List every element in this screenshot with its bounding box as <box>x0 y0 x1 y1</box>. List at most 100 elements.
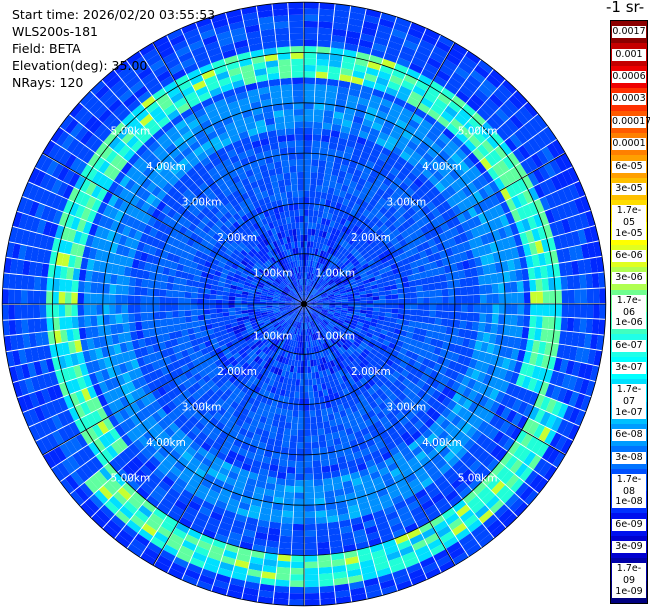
range-gate <box>304 536 317 544</box>
range-gate <box>96 315 104 326</box>
range-gate <box>178 316 186 324</box>
range-gate <box>304 209 309 216</box>
range-gate <box>320 192 328 200</box>
range-gate <box>330 174 338 183</box>
range-gate <box>331 256 338 264</box>
range-gate <box>319 263 324 271</box>
range-gate <box>511 412 523 426</box>
range-gate <box>313 291 319 297</box>
range-gate <box>311 159 319 167</box>
range-gate <box>350 281 357 286</box>
range-gate <box>287 460 296 468</box>
range-gate <box>373 270 381 277</box>
range-gate <box>417 124 430 136</box>
range-gate <box>486 458 500 472</box>
range-gate <box>304 348 307 355</box>
range-gate <box>450 335 458 345</box>
range-gate <box>399 151 411 162</box>
range-gate <box>311 260 316 268</box>
range-gate <box>454 287 461 296</box>
range-gate <box>397 313 405 320</box>
range-gate <box>401 342 410 350</box>
range-gate <box>384 388 393 398</box>
range-gate <box>324 427 332 435</box>
range-gate <box>409 315 417 322</box>
range-gate <box>585 210 596 227</box>
range-gate <box>327 323 334 330</box>
range-gate <box>549 290 556 304</box>
range-gate <box>459 251 468 262</box>
range-gate <box>369 54 383 65</box>
range-gate <box>422 136 435 148</box>
range-gate <box>523 304 531 316</box>
range-gate <box>330 47 344 56</box>
range-gate <box>393 22 410 34</box>
range-gate <box>429 125 442 138</box>
range-gate <box>305 278 307 286</box>
range-gate <box>433 252 442 261</box>
range-gate <box>340 67 353 77</box>
range-gate <box>523 280 531 292</box>
range-gate <box>334 229 341 237</box>
range-gate <box>135 278 143 287</box>
range-gate <box>483 352 493 364</box>
range-gate <box>501 79 517 95</box>
range-gate <box>514 463 528 478</box>
range-gate <box>436 304 443 311</box>
range-gate <box>452 522 467 536</box>
range-gate <box>508 441 521 455</box>
range-gate <box>411 430 422 441</box>
range-gate <box>573 214 584 230</box>
range-gate <box>332 235 339 243</box>
range-gate <box>544 251 553 265</box>
range-gate <box>280 408 288 416</box>
range-gate <box>33 318 42 333</box>
range-gate <box>304 555 318 562</box>
range-gate <box>316 59 329 67</box>
range-gate <box>374 327 382 334</box>
range-gate <box>307 241 311 248</box>
range-gate <box>203 288 211 295</box>
range-gate <box>335 98 347 107</box>
range-gate <box>413 361 422 370</box>
range-gate <box>345 365 353 373</box>
range-gate <box>421 392 432 403</box>
range-gate <box>434 98 448 111</box>
range-gate <box>398 265 406 273</box>
range-gate <box>477 174 489 187</box>
range-gate <box>538 165 551 181</box>
range-gate <box>358 361 367 370</box>
range-gate <box>431 400 442 411</box>
range-gate <box>457 395 468 407</box>
range-gate <box>456 212 467 224</box>
range-gate <box>317 277 323 284</box>
range-gate <box>185 316 193 323</box>
range-gate <box>322 179 330 187</box>
range-gate <box>384 265 392 273</box>
range-gate <box>587 242 596 258</box>
range-gate <box>506 396 517 409</box>
range-gate <box>486 364 496 376</box>
range-gate <box>317 316 323 322</box>
range-gate <box>397 441 408 452</box>
range-gate <box>403 74 418 85</box>
range-gate <box>141 278 149 288</box>
range-gate <box>441 200 452 211</box>
range-gate <box>507 336 516 348</box>
range-gate <box>404 304 411 310</box>
range-gate <box>371 375 380 384</box>
range-gate <box>523 101 539 118</box>
range-gate <box>505 184 517 198</box>
range-gate <box>416 309 424 317</box>
range-gate <box>379 182 389 192</box>
range-gate <box>356 321 364 327</box>
range-gate <box>515 482 529 497</box>
range-gate <box>420 413 431 424</box>
range-gate <box>331 168 340 177</box>
range-gate <box>434 181 446 193</box>
range-gate <box>554 277 562 290</box>
range-gate <box>293 517 304 525</box>
range-gate <box>377 70 392 81</box>
range-gate <box>585 273 593 289</box>
range-gate <box>332 22 348 31</box>
